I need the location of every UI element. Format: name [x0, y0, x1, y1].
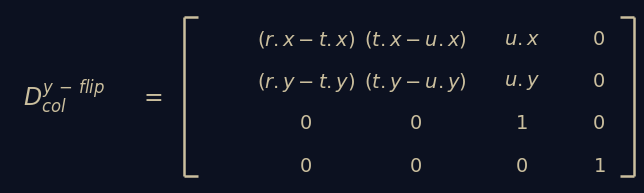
Text: $0$: $0$ — [515, 158, 528, 176]
Text: $=$: $=$ — [139, 85, 164, 108]
Text: $0$: $0$ — [299, 158, 312, 176]
Text: $u.y$: $u.y$ — [504, 73, 540, 91]
Text: $1$: $1$ — [515, 115, 528, 134]
Text: $0$: $0$ — [409, 158, 422, 176]
Text: $D^{y\/-\/flip}_{col}$: $D^{y\/-\/flip}_{col}$ — [23, 77, 106, 116]
Text: $1$: $1$ — [592, 158, 605, 176]
Text: $(t.y - u.y)$: $(t.y - u.y)$ — [364, 70, 467, 94]
Text: $0$: $0$ — [592, 115, 605, 134]
Text: $0$: $0$ — [592, 30, 605, 49]
Text: $0$: $0$ — [299, 115, 312, 134]
Text: $(t.x - u.x)$: $(t.x - u.x)$ — [364, 29, 467, 50]
Text: $0$: $0$ — [592, 73, 605, 91]
Text: $u.x$: $u.x$ — [504, 30, 540, 49]
Text: $(r.y - t.y)$: $(r.y - t.y)$ — [257, 70, 355, 94]
Text: $0$: $0$ — [409, 115, 422, 134]
Text: $(r.x - t.x)$: $(r.x - t.x)$ — [257, 29, 355, 50]
